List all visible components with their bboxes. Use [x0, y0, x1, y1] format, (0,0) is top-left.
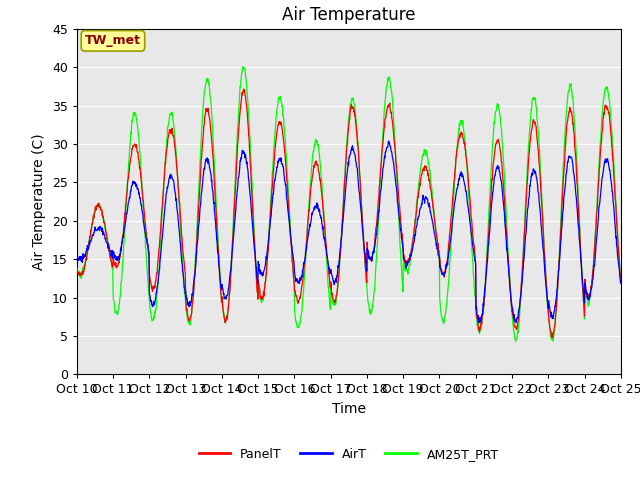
Text: TW_met: TW_met — [85, 35, 141, 48]
X-axis label: Time: Time — [332, 402, 366, 416]
Y-axis label: Air Temperature (C): Air Temperature (C) — [33, 133, 46, 270]
Title: Air Temperature: Air Temperature — [282, 6, 415, 24]
Legend: PanelT, AirT, AM25T_PRT: PanelT, AirT, AM25T_PRT — [194, 443, 504, 466]
